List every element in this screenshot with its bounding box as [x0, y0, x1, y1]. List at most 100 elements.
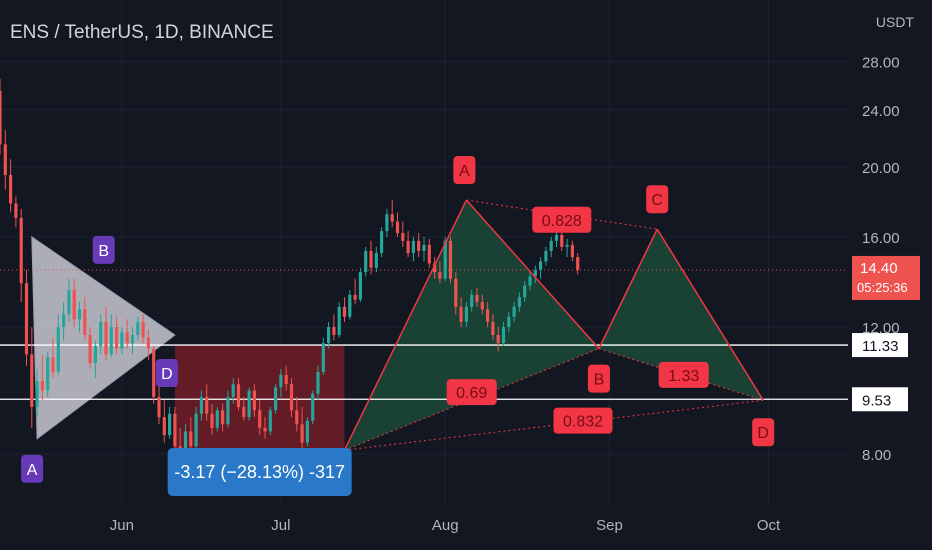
measure-label-bg	[167, 448, 352, 496]
candle-body	[438, 272, 442, 279]
x-tick-label: Sep	[596, 517, 623, 534]
triangle-label-b: B	[98, 243, 109, 260]
candle-body	[3, 144, 7, 175]
candle-body	[554, 234, 559, 241]
candle-body	[433, 263, 437, 273]
candle-body	[549, 240, 553, 251]
harmonic-label-c-bg	[646, 185, 669, 214]
harmonic-leg	[465, 199, 600, 350]
candle-body	[486, 309, 490, 322]
candle-body	[448, 240, 453, 279]
candle-body	[125, 332, 129, 344]
triangle-pattern-shape	[31, 235, 176, 440]
candle-body	[258, 410, 262, 428]
candle-body	[83, 309, 87, 335]
candle-body	[168, 413, 172, 436]
candle-body	[523, 285, 527, 298]
harmonic-ratio-label: 0.828	[542, 213, 582, 230]
candle-body	[30, 354, 34, 407]
candle-body	[507, 316, 511, 328]
candle-body	[560, 234, 564, 247]
candle-body	[93, 345, 97, 363]
candle-body	[369, 250, 373, 268]
candle-body	[157, 396, 161, 418]
candle-body	[470, 294, 474, 307]
candle-body	[67, 290, 71, 315]
candle-body	[120, 332, 124, 349]
triangle-label-a: A	[27, 462, 38, 479]
harmonic-xab-fill	[344, 200, 599, 451]
candle-body	[99, 321, 103, 346]
candle-body	[215, 410, 219, 428]
candle-body	[183, 431, 188, 451]
y-tick-label: 20.00	[862, 160, 900, 177]
candle-body	[146, 337, 150, 349]
candle-body	[231, 384, 235, 397]
candle-body	[353, 294, 357, 300]
candle-body	[9, 174, 13, 204]
candle-body	[35, 381, 39, 407]
candle-body	[247, 390, 251, 418]
candle-body	[491, 321, 495, 335]
harmonic-ratio-label: 0.832	[563, 414, 603, 431]
candle-body	[496, 334, 500, 344]
candle-body	[289, 384, 294, 411]
candle-body	[173, 413, 177, 447]
line-price-label: 9.53	[862, 392, 891, 409]
harmonic-label-d-bg	[752, 418, 775, 447]
candle-body	[342, 306, 347, 317]
candle-body	[56, 327, 60, 372]
y-tick-label: 28.00	[862, 55, 900, 72]
candle-body	[115, 327, 119, 349]
x-tick-label: Jun	[110, 517, 134, 534]
candle-body	[136, 321, 140, 335]
candle-body	[19, 217, 23, 284]
harmonic-ratio-label-bg	[553, 407, 613, 434]
candle-body	[364, 250, 368, 273]
harmonic-leg	[656, 228, 764, 401]
x-tick-label: Oct	[757, 517, 781, 534]
x-tick-label: Jul	[271, 517, 290, 534]
y-tick-label: 8.00	[862, 447, 891, 464]
candle-body	[210, 413, 214, 428]
candle-body	[327, 327, 331, 344]
countdown-label: 05:25:36	[857, 280, 908, 295]
harmonic-label-a-bg	[453, 156, 476, 185]
candle-body	[205, 396, 209, 414]
candle-body	[51, 357, 55, 372]
candle-body	[14, 203, 18, 218]
candle-body	[395, 221, 400, 234]
harmonic-ratio-label: 1.33	[668, 368, 699, 385]
current-price-bg	[852, 255, 920, 300]
harmonic-label-d: D	[757, 425, 769, 442]
harmonic-bcd-fill	[598, 229, 764, 401]
candle-body	[152, 348, 156, 397]
candle-body	[517, 297, 521, 307]
candle-body	[459, 306, 463, 322]
candle-body	[570, 244, 574, 258]
candle-body	[316, 371, 320, 394]
candle-body	[422, 244, 426, 251]
harmonic-ratio-label-bg	[532, 206, 592, 233]
candle-body	[401, 233, 405, 241]
y-tick-label: 12.00	[862, 320, 900, 337]
candle-body	[279, 374, 283, 388]
harmonic-ratio-label-bg	[658, 361, 709, 388]
chart-title: ENS / TetherUS, 1D, BINANCE	[10, 22, 274, 43]
harmonic-ratio-label-bg	[446, 379, 497, 406]
candle-body	[332, 327, 336, 335]
candle-body	[390, 214, 394, 222]
candle-body	[199, 396, 203, 414]
candle-body	[305, 420, 309, 443]
candle-body	[284, 374, 288, 385]
candle-body	[62, 314, 66, 328]
candle-body	[77, 309, 82, 320]
candle-body	[46, 357, 50, 391]
line-price-bg	[852, 387, 908, 412]
candle-body	[576, 257, 580, 270]
candle-body	[358, 272, 362, 300]
currency-label: USDT	[875, 14, 914, 30]
candle-body	[252, 390, 256, 411]
